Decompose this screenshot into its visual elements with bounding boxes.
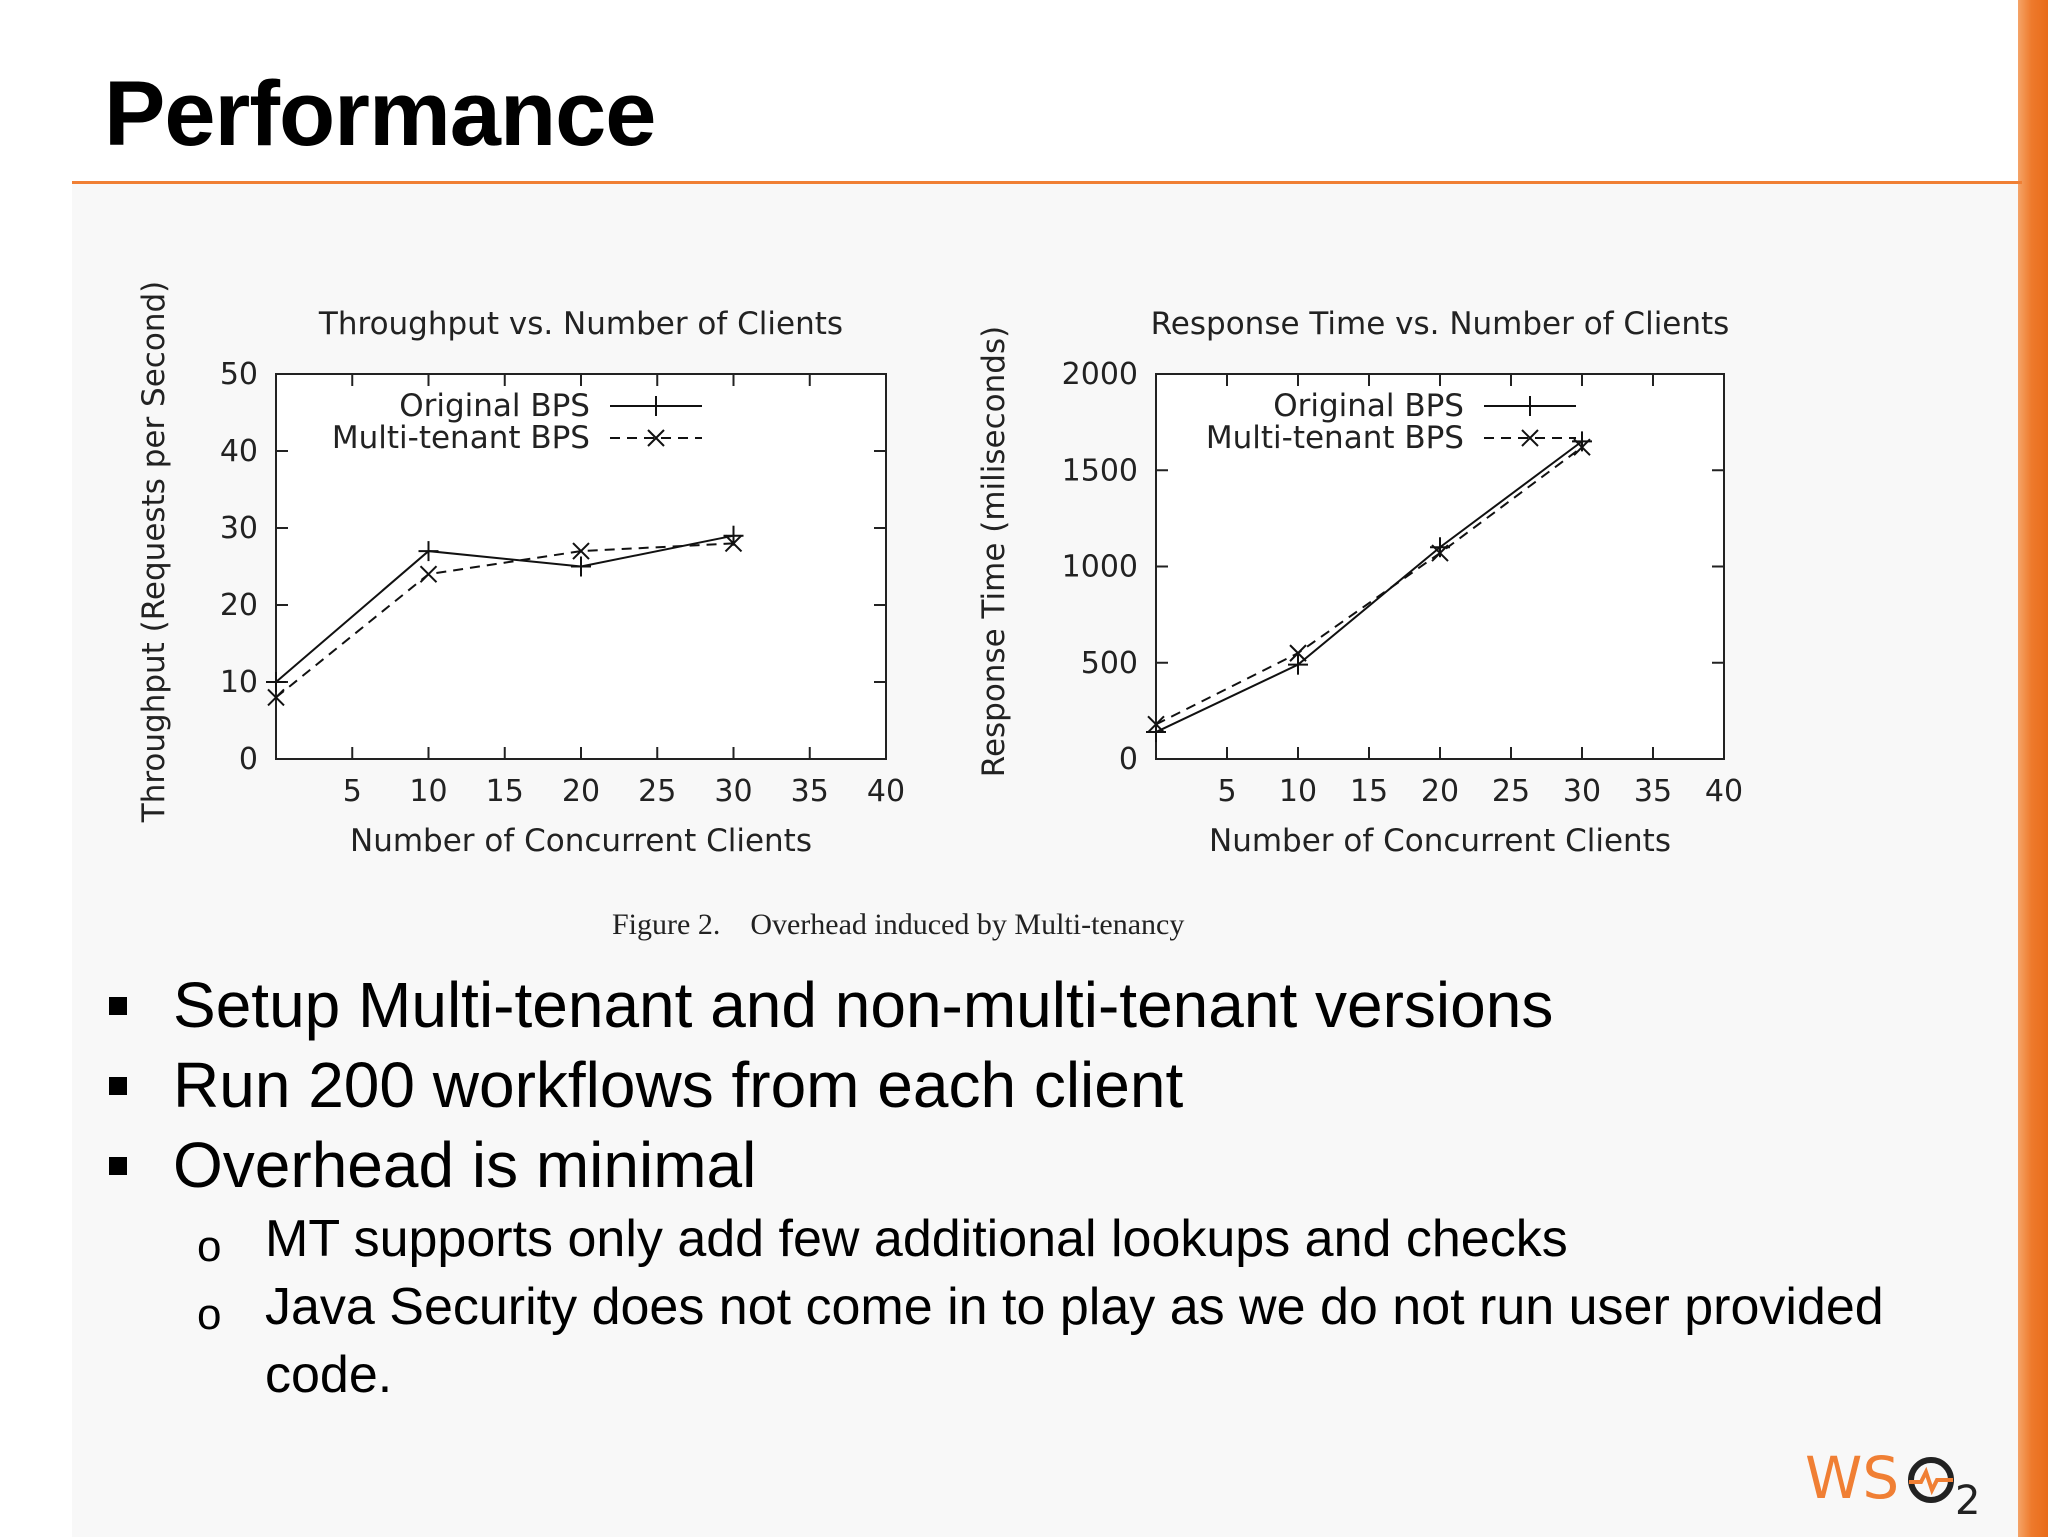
sub-bullet-circle-icon: o (197, 1222, 222, 1271)
x-axis-label: Number of Concurrent Clients (1209, 823, 1671, 859)
marker-stroke (419, 565, 438, 583)
y-axis-label: Throughput (Requests per Second) (136, 281, 172, 823)
bullet-text: Run 200 workflows from each client (173, 1049, 1184, 1121)
legend-label: Multi-tenant BPS (1206, 420, 1464, 456)
marker-stroke (1573, 438, 1591, 456)
data-point-cross (1573, 438, 1591, 456)
bullet-square-icon (109, 1077, 127, 1095)
x-tick-label: 25 (638, 774, 676, 809)
legend-marker-cross (1521, 429, 1539, 447)
y-tick-label: 30 (220, 511, 258, 546)
data-point-cross (724, 534, 743, 553)
y-tick-label: 20 (220, 588, 258, 623)
y-tick-label: 50 (220, 357, 258, 392)
y-tick-label: 0 (1119, 742, 1138, 777)
x-tick-label: 20 (1421, 774, 1459, 809)
y-tick-label: 10 (220, 665, 258, 700)
sub-bullet-text: Java Security does not come in to play a… (265, 1278, 1884, 1404)
chart-1: Throughput vs. Number of Clients 5 10 15 20 2… (136, 281, 905, 859)
data-point-cross (1147, 715, 1165, 734)
bullet-text: Setup Multi-tenant and non-multi-tenant … (173, 969, 1554, 1041)
data-point-plus (571, 556, 591, 577)
marker-stroke (1431, 544, 1449, 562)
bullet-list: Setup Multi-tenant and non-multi-tenant … (105, 965, 1985, 1409)
caption-text: Overhead induced by Multi-tenancy (750, 908, 1185, 941)
legend-label: Original BPS (1273, 388, 1464, 424)
marker-stroke (1521, 429, 1539, 447)
bullet-square-icon (109, 997, 127, 1015)
sub-bullet-item: o Java Security does not come in to play… (105, 1273, 1985, 1409)
legend-label: Original BPS (399, 388, 590, 424)
y-tick-label: 0 (239, 742, 258, 777)
marker-stroke (647, 429, 665, 447)
logo-subscript: 2 (1955, 1478, 1980, 1520)
x-tick-label: 30 (1563, 774, 1601, 809)
data-point-cross (1431, 544, 1449, 562)
slide-title: Performance (104, 63, 656, 165)
series-line-multi-tenant (275, 542, 734, 699)
y-axis-label: Response Time (miliseconds) (976, 326, 1012, 777)
bullet-item: Overhead is minimal (105, 1125, 1985, 1205)
y-tick-label: 1500 (1062, 453, 1138, 488)
logo-text: WS (1805, 1444, 1899, 1512)
data-point-cross (267, 688, 285, 707)
bullet-text: Overhead is minimal (173, 1129, 757, 1201)
data-point-plus (266, 672, 286, 692)
x-tick-label: 10 (409, 774, 447, 809)
x-tick-label: 15 (1350, 774, 1388, 809)
chart-2: Response Time vs. Number of Clients 5 10 15… (976, 306, 1743, 859)
legend-marker-plus (646, 396, 666, 416)
legend-marker-plus (1520, 396, 1540, 416)
charts-figure: Throughput vs. Number of Clients 5 10 15 20 2… (136, 281, 1743, 859)
x-tick-label: 30 (714, 774, 752, 809)
sub-bullet-item: o MT supports only add few additional lo… (105, 1205, 1985, 1273)
bullet-item: Setup Multi-tenant and non-multi-tenant … (105, 965, 1985, 1045)
data-point-plus (418, 541, 439, 562)
series-line-original (1155, 440, 1583, 733)
x-tick-label: 40 (867, 774, 905, 809)
y-tick-label: 2000 (1062, 357, 1138, 392)
marker-stroke (1289, 644, 1307, 662)
data-point-cross (419, 565, 438, 583)
x-tick-label: 5 (1217, 774, 1236, 809)
legend-marker-cross (647, 429, 665, 447)
bullet-square-icon (109, 1157, 127, 1175)
x-tick-label: 20 (562, 774, 600, 809)
figure-area: Throughput vs. Number of Clients 5 10 15 20 2… (72, 184, 2018, 1537)
figure-caption: Figure 2. Overhead induced by Multi-tena… (612, 908, 1184, 942)
data-point-cross (1289, 644, 1307, 662)
title-divider (72, 181, 2022, 184)
data-point-plus (1288, 654, 1308, 675)
x-tick-label: 25 (1492, 774, 1530, 809)
marker-stroke (1147, 715, 1165, 734)
x-tick-label: 35 (791, 774, 829, 809)
x-tick-label: 5 (343, 774, 362, 809)
y-tick-label: 1000 (1062, 550, 1138, 585)
x-tick-label: 40 (1705, 774, 1743, 809)
series-line-original (275, 534, 734, 683)
sub-bullet-text: MT supports only add few additional look… (265, 1210, 1568, 1268)
logo-pulse-line (1909, 1466, 1953, 1496)
accent-side-bar (2018, 0, 2048, 1537)
plot-frame (1155, 373, 1725, 760)
x-tick-label: 15 (486, 774, 524, 809)
marker-stroke (267, 688, 285, 707)
marker-stroke (572, 542, 590, 560)
wso2-logo: WS 2 (1805, 1444, 1980, 1520)
y-tick-label: 500 (1081, 646, 1138, 681)
data-point-cross (572, 542, 590, 560)
chart-title: Throughput vs. Number of Clients (318, 306, 843, 342)
caption-label: Figure 2. (612, 908, 721, 941)
sub-bullet-circle-icon: o (197, 1290, 222, 1339)
marker-stroke (724, 534, 743, 553)
y-tick-label: 40 (220, 434, 258, 469)
x-axis-label: Number of Concurrent Clients (350, 823, 812, 859)
series-line-multi-tenant (1155, 446, 1583, 726)
x-tick-label: 35 (1634, 774, 1672, 809)
legend-label: Multi-tenant BPS (332, 420, 590, 456)
bullet-item: Run 200 workflows from each client (105, 1045, 1985, 1125)
x-tick-label: 10 (1279, 774, 1317, 809)
chart-title: Response Time vs. Number of Clients (1151, 306, 1730, 342)
